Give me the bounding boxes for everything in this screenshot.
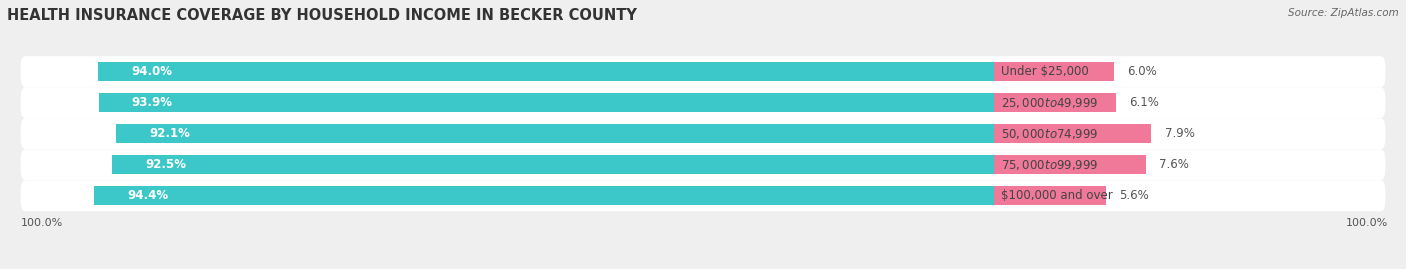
- Text: 94.0%: 94.0%: [131, 65, 172, 78]
- FancyBboxPatch shape: [21, 180, 1385, 211]
- FancyBboxPatch shape: [21, 118, 1385, 149]
- Text: $50,000 to $74,999: $50,000 to $74,999: [1001, 127, 1098, 141]
- Bar: [98, 93, 994, 112]
- Text: 100.0%: 100.0%: [21, 218, 63, 228]
- Text: 92.1%: 92.1%: [149, 127, 190, 140]
- Text: 92.5%: 92.5%: [145, 158, 186, 171]
- Bar: [994, 124, 1152, 143]
- Text: HEALTH INSURANCE COVERAGE BY HOUSEHOLD INCOME IN BECKER COUNTY: HEALTH INSURANCE COVERAGE BY HOUSEHOLD I…: [7, 8, 637, 23]
- Bar: [112, 155, 994, 174]
- Text: Under $25,000: Under $25,000: [1001, 65, 1088, 78]
- Text: 6.0%: 6.0%: [1128, 65, 1157, 78]
- Text: 7.6%: 7.6%: [1159, 158, 1188, 171]
- Text: $100,000 and over: $100,000 and over: [1001, 189, 1114, 202]
- Bar: [994, 186, 1105, 205]
- FancyBboxPatch shape: [21, 149, 1385, 180]
- Bar: [994, 62, 1114, 81]
- FancyBboxPatch shape: [21, 87, 1385, 118]
- Text: $75,000 to $99,999: $75,000 to $99,999: [1001, 158, 1098, 172]
- Text: 93.9%: 93.9%: [132, 96, 173, 109]
- Text: Source: ZipAtlas.com: Source: ZipAtlas.com: [1288, 8, 1399, 18]
- Text: 7.9%: 7.9%: [1164, 127, 1195, 140]
- Text: 100.0%: 100.0%: [1346, 218, 1388, 228]
- Bar: [94, 186, 994, 205]
- Bar: [115, 124, 994, 143]
- Bar: [98, 62, 994, 81]
- Bar: [994, 93, 1116, 112]
- FancyBboxPatch shape: [21, 56, 1385, 87]
- Text: 94.4%: 94.4%: [127, 189, 169, 202]
- Bar: [994, 155, 1146, 174]
- Text: $25,000 to $49,999: $25,000 to $49,999: [1001, 96, 1098, 110]
- Text: 6.1%: 6.1%: [1129, 96, 1159, 109]
- Text: 5.6%: 5.6%: [1119, 189, 1149, 202]
